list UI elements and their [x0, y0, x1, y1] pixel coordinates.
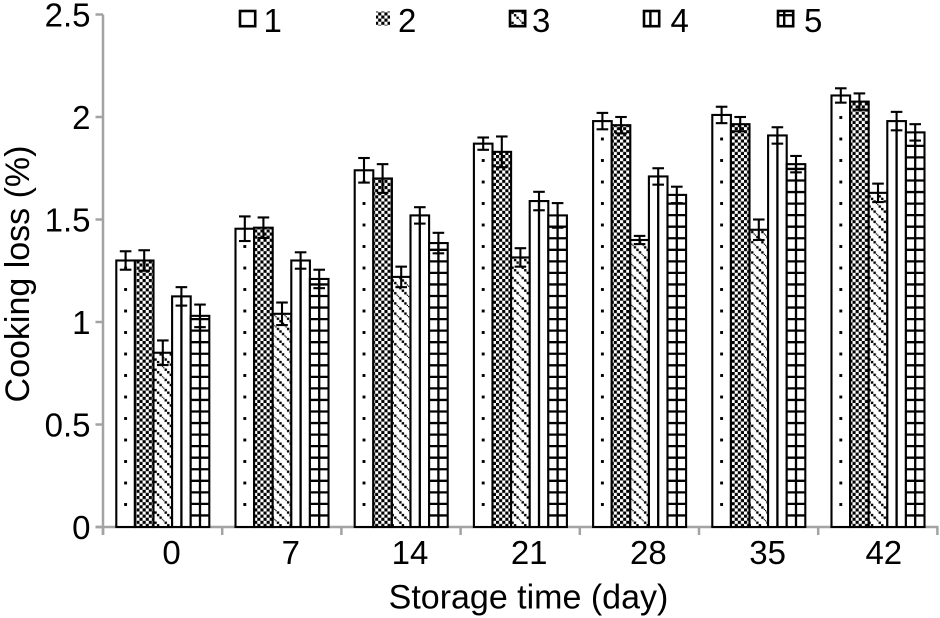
- svg-text:3: 3: [532, 2, 550, 39]
- svg-text:1: 1: [72, 304, 90, 341]
- svg-text:21: 21: [511, 534, 548, 571]
- svg-text:1.5: 1.5: [45, 201, 91, 238]
- svg-text:0: 0: [162, 534, 180, 571]
- svg-text:1: 1: [264, 2, 282, 39]
- svg-text:2: 2: [398, 2, 416, 39]
- svg-text:28: 28: [630, 534, 667, 571]
- svg-text:0: 0: [72, 509, 90, 546]
- svg-text:4: 4: [671, 2, 689, 39]
- svg-text:7: 7: [282, 534, 300, 571]
- svg-text:35: 35: [749, 534, 786, 571]
- svg-text:14: 14: [392, 534, 429, 571]
- svg-text:Storage time (day): Storage time (day): [389, 579, 669, 617]
- svg-text:0.5: 0.5: [45, 406, 91, 443]
- svg-text:2: 2: [72, 99, 90, 136]
- svg-text:5: 5: [804, 2, 822, 39]
- svg-text:Cooking loss (%): Cooking loss (%): [0, 146, 37, 403]
- svg-text:2.5: 2.5: [45, 0, 91, 33]
- svg-text:42: 42: [865, 534, 902, 571]
